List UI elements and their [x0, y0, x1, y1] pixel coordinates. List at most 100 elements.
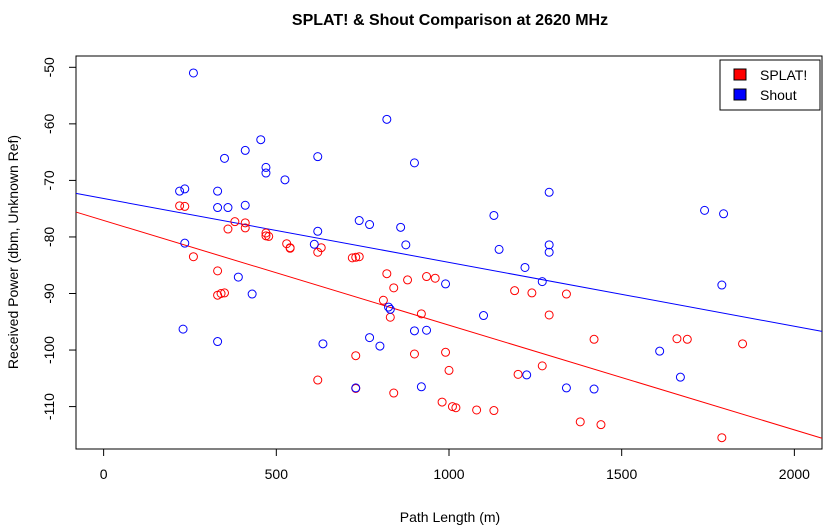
y-axis: -110 -100 -90 -80 -70 -60 -50	[41, 57, 76, 420]
splat-point	[596, 420, 606, 430]
splat-point	[544, 310, 554, 320]
splat-point	[347, 253, 357, 263]
splat-point	[216, 288, 226, 298]
shout-point	[365, 220, 375, 230]
shout-point	[240, 200, 250, 210]
splat-point	[575, 417, 585, 427]
splat-point	[430, 273, 440, 283]
shout-point	[537, 277, 547, 287]
x-tick-label: 0	[100, 466, 108, 482]
splat-point	[682, 334, 692, 344]
shout-point	[213, 203, 223, 213]
splat-point	[313, 247, 323, 257]
shout-point	[256, 135, 266, 145]
shout-point	[188, 68, 198, 78]
splat-point	[264, 231, 274, 241]
splat-regression-line	[75, 211, 823, 439]
legend-box	[719, 59, 821, 111]
shout-point	[479, 311, 489, 321]
y-tick-label: -60	[41, 114, 57, 134]
splat-point	[561, 289, 571, 299]
shout-point	[313, 226, 323, 236]
y-tick-label: -80	[41, 227, 57, 247]
splat-point	[188, 252, 198, 262]
y-tick-label: -100	[41, 336, 57, 364]
y-tick-label: -70	[41, 170, 57, 190]
legend-label: SPLAT!	[760, 67, 807, 83]
splat-point	[422, 272, 432, 282]
splat-point	[213, 266, 223, 276]
shout-point	[318, 339, 328, 349]
shout-point	[422, 325, 432, 335]
shout-point	[213, 186, 223, 196]
splat-point	[416, 309, 426, 319]
shout-point	[544, 247, 554, 257]
legend-label: Shout	[760, 87, 797, 103]
x-axis-label: Path Length (m)	[400, 509, 500, 525]
shout-point	[489, 210, 499, 220]
shout-point	[351, 383, 361, 393]
splat-point	[510, 286, 520, 296]
shout-point	[223, 203, 233, 213]
y-tick-label: -50	[41, 57, 57, 77]
splat-point	[672, 334, 682, 344]
splat-point	[223, 224, 233, 234]
legend-swatch	[733, 88, 747, 101]
splat-point	[354, 252, 364, 262]
splat-point	[351, 252, 361, 262]
splat-point	[285, 243, 295, 253]
chart-title: SPLAT! & Shout Comparison at 2620 MHz	[292, 12, 608, 29]
shout-point	[441, 279, 451, 289]
shout-point	[280, 175, 290, 185]
regression-lines	[75, 192, 823, 439]
shout-point	[522, 370, 532, 380]
shout-point	[220, 153, 230, 163]
shout-point	[700, 205, 710, 215]
shout-point	[717, 280, 727, 290]
splat-point	[717, 433, 727, 443]
x-tick-label: 2000	[779, 466, 810, 482]
shout-point	[261, 162, 271, 172]
shout-point	[719, 209, 729, 219]
shout-point	[520, 262, 530, 272]
x-tick-label: 1500	[606, 466, 637, 482]
shout-point	[233, 272, 243, 282]
splat-point	[537, 361, 547, 371]
splat-point	[313, 375, 323, 385]
splat-point	[351, 351, 361, 361]
splat-point	[378, 295, 388, 305]
splat-point	[444, 365, 454, 375]
x-tick-label: 500	[265, 466, 289, 482]
splat-point	[437, 397, 447, 407]
shout-point	[409, 158, 419, 168]
splat-point	[389, 283, 399, 293]
splat-point	[589, 334, 599, 344]
splat-point	[738, 339, 748, 349]
shout-point	[365, 333, 375, 343]
splat-point	[389, 388, 399, 398]
splat-point	[240, 223, 250, 233]
shout-point	[240, 145, 250, 155]
x-tick-label: 1000	[433, 466, 464, 482]
shout-point	[247, 289, 257, 299]
shout-point	[544, 187, 554, 197]
shout-point	[178, 324, 188, 334]
splat-point	[180, 201, 190, 211]
y-tick-label: -110	[41, 393, 57, 420]
shout-point	[261, 168, 271, 178]
shout-point	[494, 244, 504, 254]
shout-point	[589, 384, 599, 394]
splat-point	[382, 269, 392, 279]
shout-point	[375, 341, 385, 351]
shout-point	[561, 383, 571, 393]
plot-frame	[75, 55, 823, 450]
x-axis: 0 500 1000 1500 2000	[100, 449, 810, 482]
splat-point	[489, 406, 499, 416]
splat-point	[472, 405, 482, 415]
splat-point	[451, 403, 461, 413]
shout-point	[675, 372, 685, 382]
splat-point	[403, 275, 413, 285]
legend-swatch	[733, 68, 747, 81]
splat-point	[409, 349, 419, 359]
